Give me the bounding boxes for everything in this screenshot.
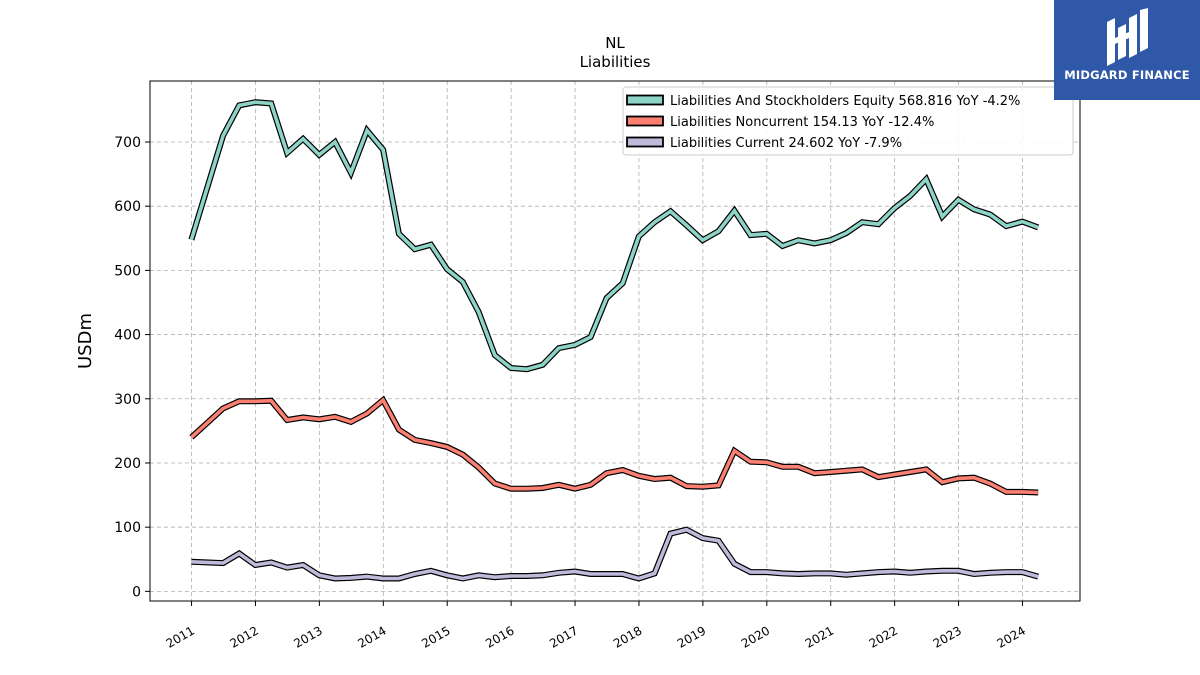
brand-name: MIDGARD FINANCE bbox=[1064, 68, 1190, 82]
legend: Liabilities And Stockholders Equity 568.… bbox=[622, 86, 1074, 156]
y-tick-label: 600 bbox=[114, 199, 141, 215]
series-line bbox=[190, 397, 1039, 495]
y-axis-label: USDm bbox=[75, 313, 96, 369]
y-tick-label: 400 bbox=[114, 328, 141, 344]
legend-box bbox=[622, 86, 1074, 156]
y-tick-label: 300 bbox=[114, 392, 141, 408]
y-tick-label: 500 bbox=[114, 263, 141, 279]
legend-label: Liabilities Noncurrent 154.13 YoY -12.4% bbox=[670, 115, 934, 130]
legend-label: Liabilities Current 24.602 YoY -7.9% bbox=[670, 136, 902, 151]
legend-swatch bbox=[626, 136, 664, 148]
plot-frame bbox=[149, 80, 1081, 602]
legend-swatch bbox=[626, 94, 664, 106]
y-tick-label: 700 bbox=[114, 135, 141, 151]
brand-mark-icon bbox=[1107, 8, 1148, 66]
series-line bbox=[189, 100, 1039, 372]
y-tick-label: 200 bbox=[114, 456, 141, 472]
y-tick-label: 100 bbox=[114, 520, 141, 536]
gridlines bbox=[150, 81, 1080, 601]
brand-logo: MIDGARD FINANCE bbox=[1054, 0, 1200, 100]
chart-subtitle: Liabilities bbox=[580, 53, 651, 71]
chart-title: NL bbox=[605, 34, 625, 52]
y-tick-label: 0 bbox=[132, 584, 141, 600]
series-line bbox=[191, 527, 1039, 581]
legend-label: Liabilities And Stockholders Equity 568.… bbox=[670, 94, 1020, 109]
series-lines bbox=[188, 99, 1040, 582]
legend-swatch bbox=[626, 115, 664, 127]
